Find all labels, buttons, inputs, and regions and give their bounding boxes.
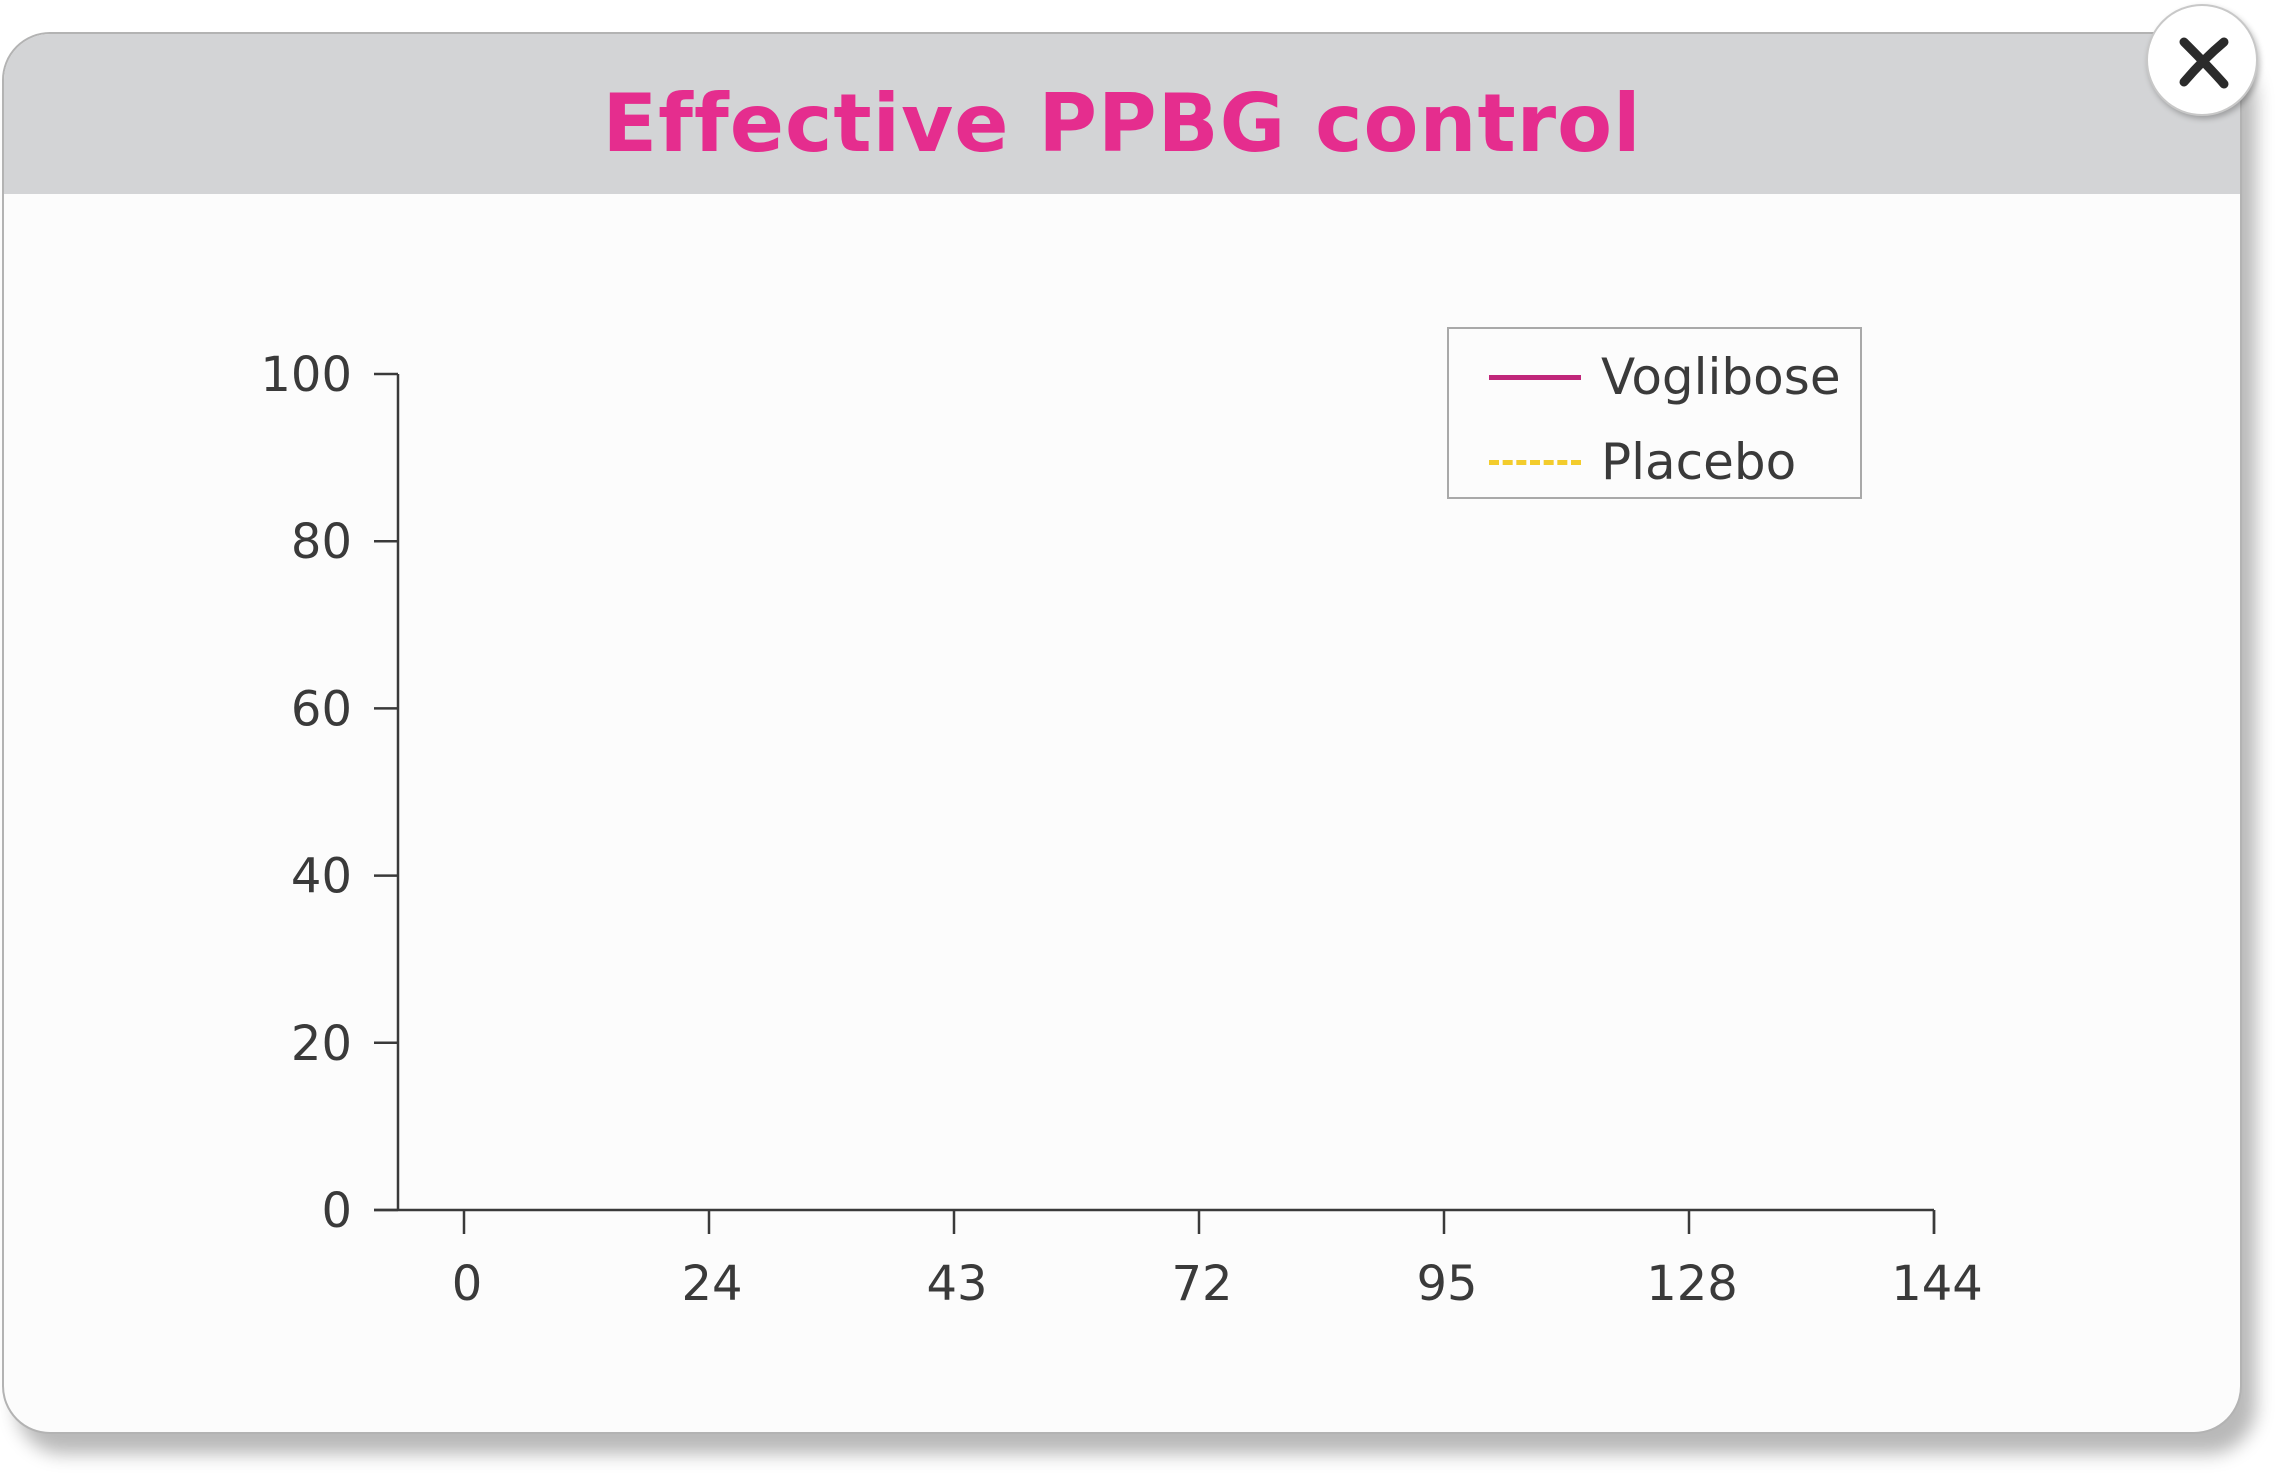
y-tick-label: 60 — [291, 681, 352, 737]
y-tick-label: 100 — [260, 347, 352, 403]
dialog-title: Effective PPBG control — [602, 77, 1642, 170]
x-tick-label: 43 — [926, 1256, 987, 1312]
legend-item-placebo: Placebo — [1489, 432, 1849, 492]
close-icon — [2179, 37, 2229, 89]
x-tick-label: 72 — [1171, 1256, 1232, 1312]
y-tick-label: 40 — [291, 849, 352, 905]
legend-swatch-voglibose — [1489, 375, 1581, 380]
x-tick-label: 144 — [1891, 1256, 1983, 1312]
x-tick-label: 24 — [681, 1256, 742, 1312]
legend-item-voglibose: Voglibose — [1489, 347, 1849, 407]
y-tick-label: 0 — [321, 1183, 352, 1239]
y-tick-label: 20 — [291, 1016, 352, 1072]
legend-swatch-placebo — [1489, 460, 1581, 465]
dialog-header: Effective PPBG control — [4, 34, 2240, 194]
legend-label-voglibose: Voglibose — [1601, 348, 1841, 406]
x-tick-label: 0 — [452, 1256, 483, 1312]
y-tick-label: 80 — [291, 514, 352, 570]
legend-label-placebo: Placebo — [1601, 433, 1797, 491]
chart-legend: Voglibose Placebo — [1447, 327, 1862, 499]
chart-dialog: Effective PPBG control — [2, 32, 2242, 1434]
x-tick-label: 95 — [1416, 1256, 1477, 1312]
close-button[interactable] — [2146, 4, 2258, 116]
x-tick-label: 128 — [1646, 1256, 1738, 1312]
